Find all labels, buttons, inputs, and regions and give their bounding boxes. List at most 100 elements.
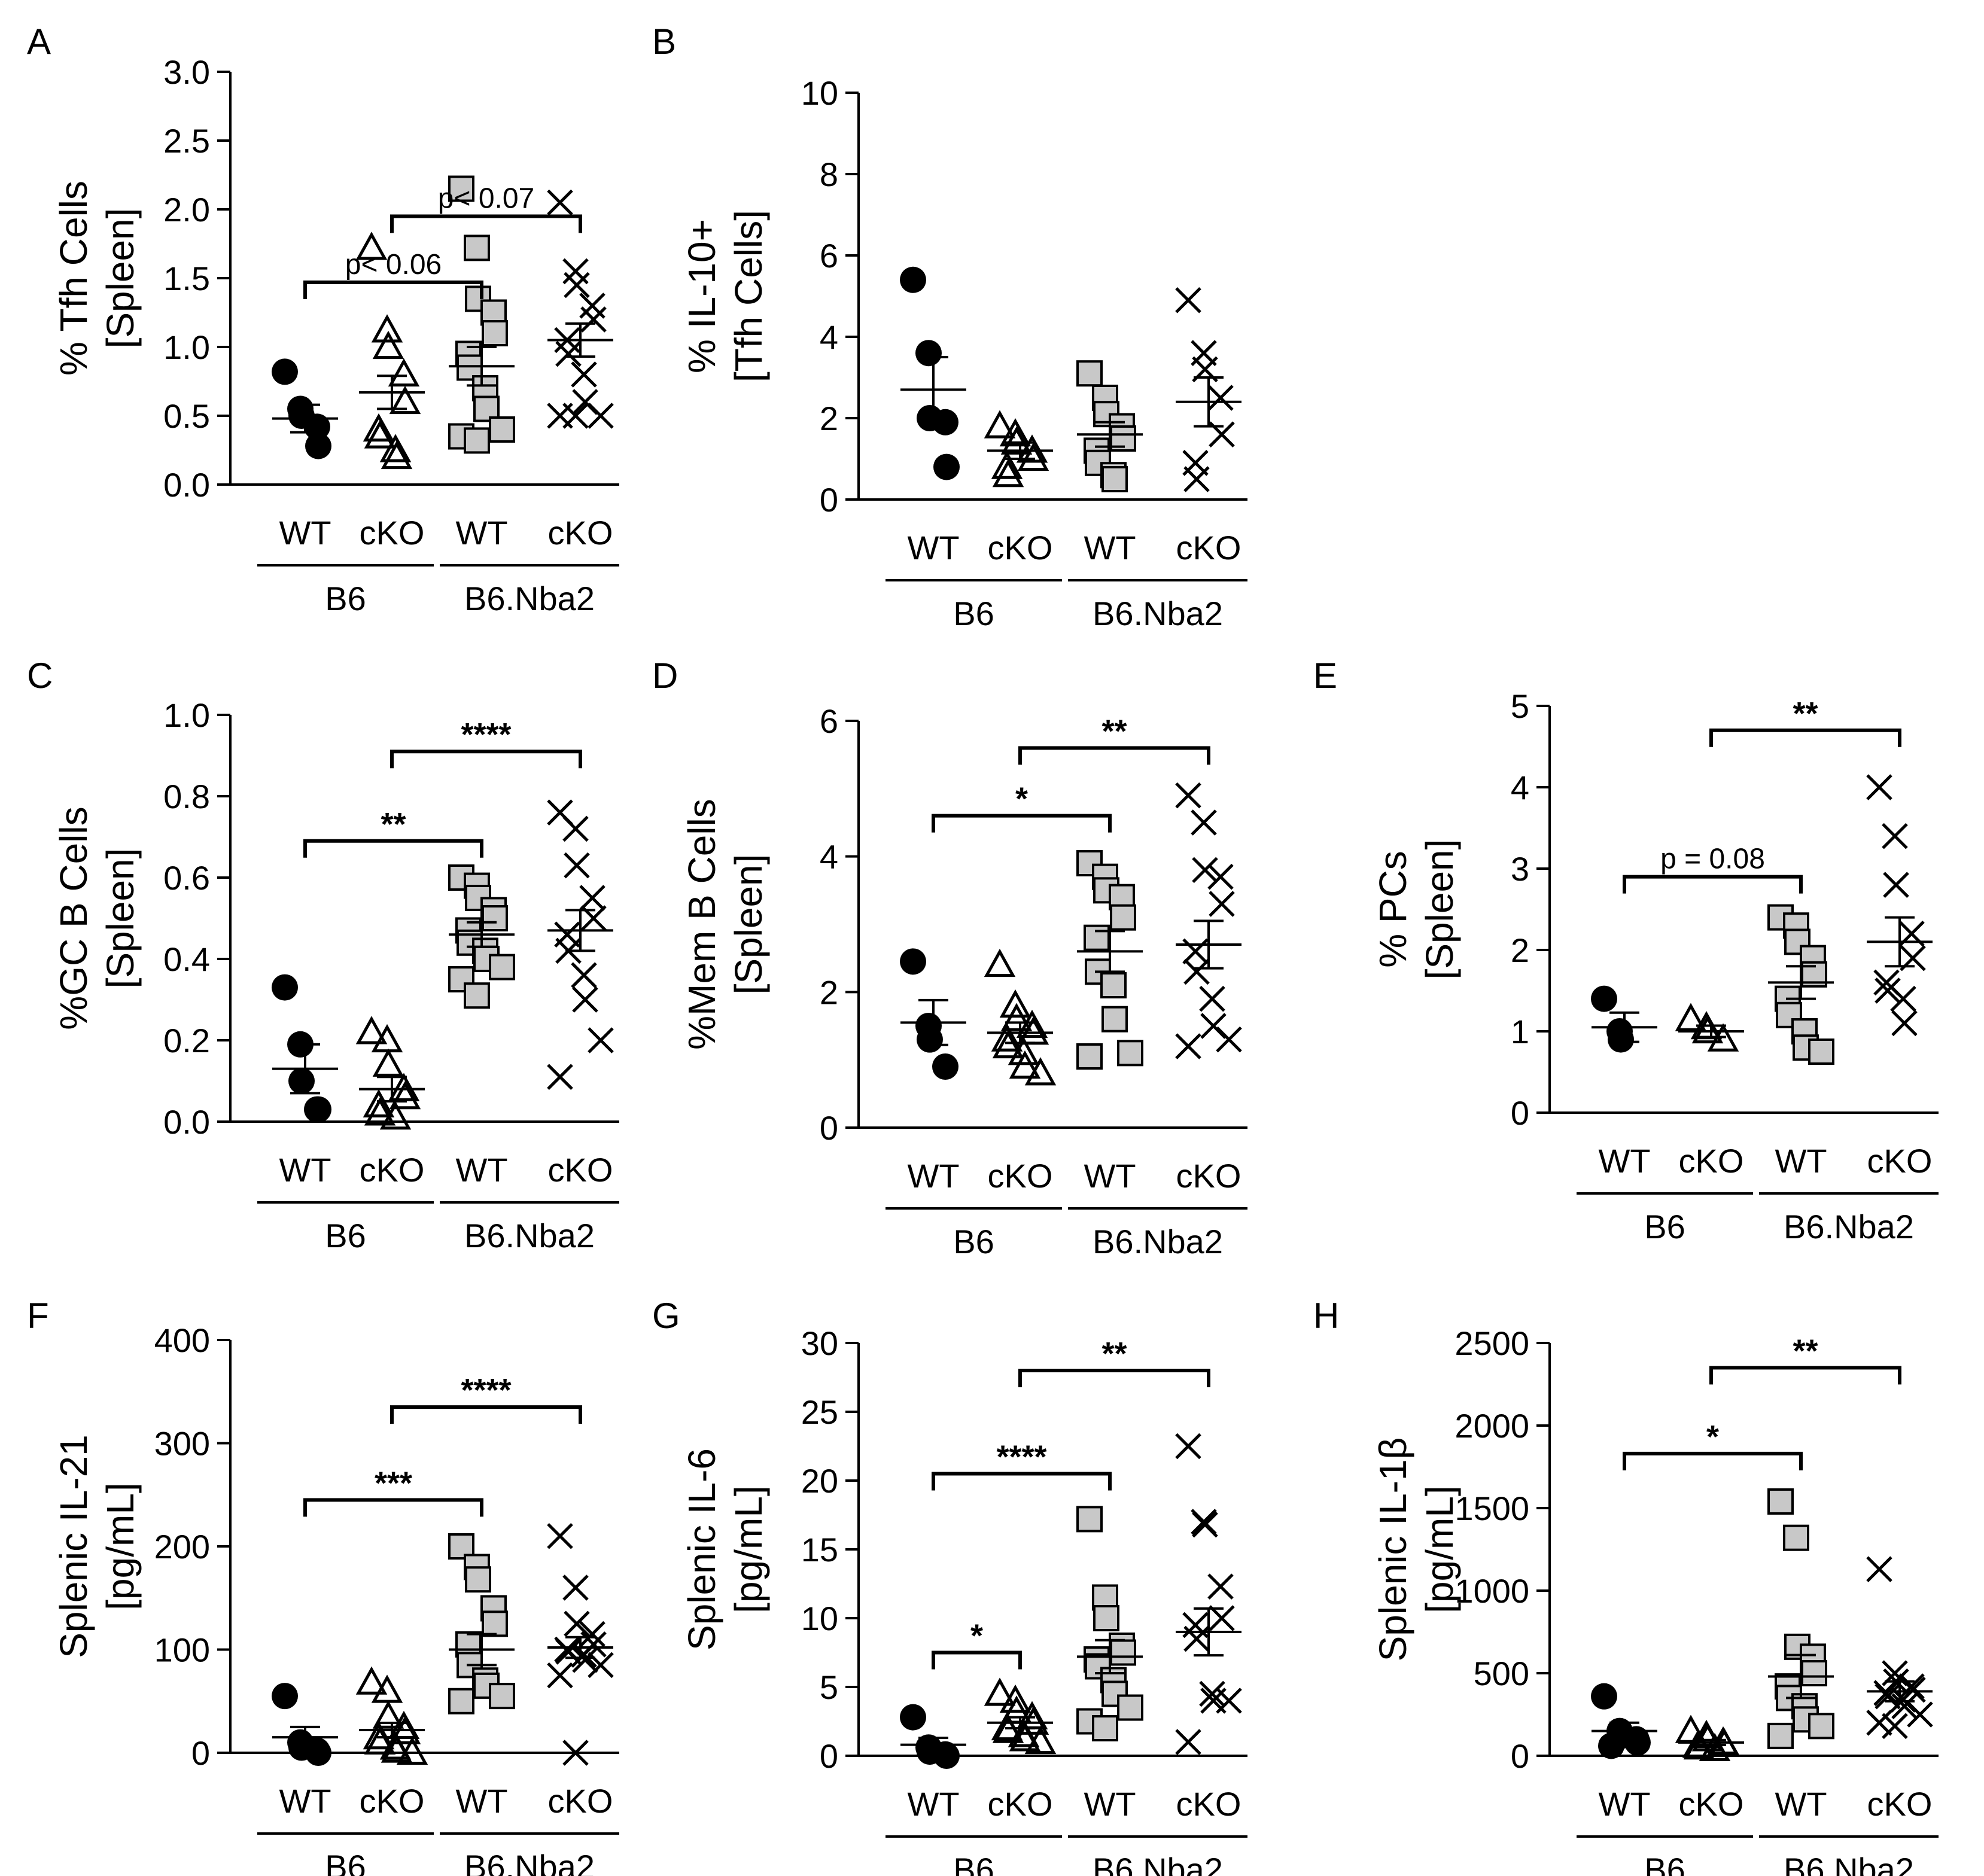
y-tick-label: 4 xyxy=(820,838,838,876)
series-b6-nba2-cko xyxy=(547,1522,614,1766)
data-point xyxy=(1907,1701,1933,1728)
data-point xyxy=(571,962,597,988)
significance-label: **** xyxy=(461,1372,511,1408)
data-point xyxy=(465,1566,491,1593)
data-point xyxy=(1009,1723,1041,1752)
x-category-label: WT xyxy=(1084,529,1136,567)
data-point xyxy=(564,852,590,879)
series-b6-nba2-wt xyxy=(1076,1506,1143,1741)
y-axis-title: Splenic IL-6 xyxy=(680,1448,723,1650)
data-point xyxy=(482,320,508,346)
data-point xyxy=(1883,872,1909,898)
series-b6-cko xyxy=(355,1016,425,1130)
data-point xyxy=(1100,972,1127,998)
x-category-label: WT xyxy=(279,1782,331,1820)
data-point xyxy=(371,1674,403,1703)
x-category-label: WT xyxy=(1775,1142,1827,1180)
data-point xyxy=(1783,1524,1809,1551)
x-category-label: cKO xyxy=(988,529,1053,567)
panel-letter: A xyxy=(27,22,51,62)
series-b6-wt xyxy=(900,948,966,1080)
panel-letter: G xyxy=(652,1296,680,1336)
data-point xyxy=(564,272,590,299)
significance-bracket: p< 0.07 xyxy=(390,183,582,233)
x-category-label: WT xyxy=(455,1151,507,1189)
data-point xyxy=(355,232,388,260)
data-point xyxy=(588,403,614,429)
data-point xyxy=(547,189,573,216)
data-point xyxy=(1000,426,1033,455)
data-point xyxy=(999,989,1031,1018)
panel-letter: B xyxy=(652,22,676,62)
y-axis-title: % PCs xyxy=(1371,851,1414,968)
y-axis-subtitle: [Spleen] xyxy=(1418,839,1461,980)
series-b6-wt xyxy=(272,358,338,459)
x-category-label: WT xyxy=(1084,1157,1136,1195)
panel-H: H 0 500 1000 1500 2000 2500 Splenic IL-1β [pg/mL… xyxy=(1313,1296,1939,1876)
significance-bracket: ** xyxy=(1018,1336,1210,1387)
data-point xyxy=(448,175,474,202)
series-b6-nba2-cko xyxy=(1866,774,1933,1037)
panel-B: B 0 2 4 6 8 10 % IL-10+ [Tfh Cells] WT cKO WT cKO B6 B… xyxy=(652,22,1247,632)
data-point xyxy=(272,1683,298,1710)
data-point xyxy=(1182,938,1209,965)
data-point xyxy=(1017,1706,1049,1735)
data-point xyxy=(1024,1725,1057,1755)
data-point xyxy=(1093,1605,1119,1631)
data-point xyxy=(482,1610,508,1637)
data-point xyxy=(1875,1683,1901,1710)
significance-label: ** xyxy=(1101,713,1127,749)
data-point xyxy=(572,986,598,1013)
y-tick-label: 0 xyxy=(820,1109,838,1147)
group-label: B6 xyxy=(953,1851,994,1876)
series-b6-cko xyxy=(984,1677,1057,1755)
data-point xyxy=(1608,1026,1634,1053)
y-tick-label: 0 xyxy=(191,1734,210,1772)
x-category-label: cKO xyxy=(360,1151,425,1189)
data-point xyxy=(984,410,1016,438)
panel-G: G 0 5 10 15 20 25 30 Splenic IL-6 [pg/mL] WT cKO WT c… xyxy=(652,1296,1247,1876)
data-point xyxy=(389,385,421,415)
data-point xyxy=(381,440,413,470)
data-point xyxy=(1101,1006,1128,1033)
x-category-label: WT xyxy=(907,529,959,567)
y-tick-label: 6 xyxy=(820,237,838,275)
series-b6-cko xyxy=(1675,1003,1744,1052)
x-category-label: WT xyxy=(279,514,331,552)
data-point xyxy=(364,1097,396,1126)
y-tick-label: 1500 xyxy=(1454,1490,1529,1527)
panel-F: F 0 100 200 300 400 Splenic IL-21 [pg/mL] WT cKO W… xyxy=(27,1296,619,1876)
data-point xyxy=(562,403,589,429)
significance-bracket: p< 0.06 xyxy=(303,249,483,299)
data-point xyxy=(489,1683,515,1710)
data-point xyxy=(555,340,582,367)
data-point xyxy=(992,1714,1024,1743)
data-point xyxy=(389,1081,421,1110)
panel-letter: E xyxy=(1313,656,1337,696)
y-tick-label: 3 xyxy=(1511,850,1529,888)
data-point xyxy=(933,453,960,480)
data-point xyxy=(1175,1433,1201,1460)
data-point xyxy=(1808,1038,1834,1065)
data-point xyxy=(1207,863,1234,890)
significance-bracket: ** xyxy=(1018,713,1210,765)
significance-label: p< 0.07 xyxy=(438,183,534,215)
data-point xyxy=(272,358,298,385)
y-axis-title: Splenic IL-1β xyxy=(1371,1438,1414,1662)
y-tick-label: 0.5 xyxy=(163,397,210,435)
series-b6-nba2-wt xyxy=(1767,904,1834,1065)
group-label: B6 xyxy=(325,1848,366,1876)
data-point xyxy=(364,420,396,449)
significance-bracket: *** xyxy=(303,1465,483,1517)
significance-label: ** xyxy=(1793,696,1818,732)
data-point xyxy=(999,418,1031,447)
data-point xyxy=(1009,1050,1041,1079)
data-point xyxy=(992,459,1024,488)
series-b6-wt xyxy=(272,1683,338,1766)
data-point xyxy=(363,1089,395,1117)
data-point xyxy=(579,1621,605,1647)
data-point xyxy=(464,234,490,261)
significance-label: **** xyxy=(461,717,511,753)
significance-label: p< 0.06 xyxy=(345,249,442,281)
